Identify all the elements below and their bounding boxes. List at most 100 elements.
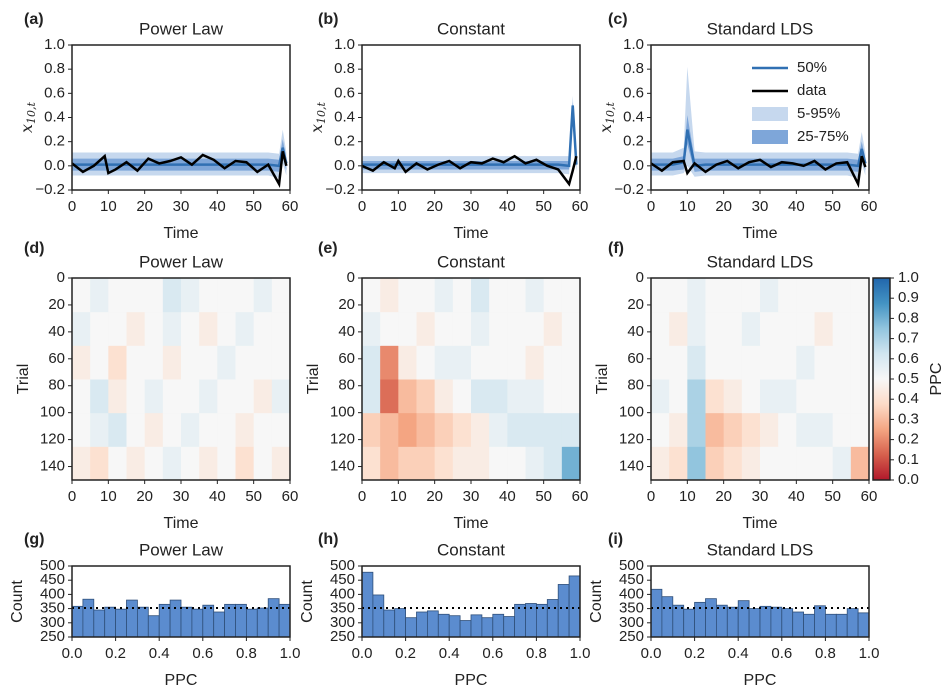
histogram-bar	[372, 594, 385, 637]
x-tick-label: 10	[390, 198, 407, 215]
heatmap-cell	[796, 446, 815, 480]
legend-label: 5-95%	[797, 105, 840, 122]
heatmap-cell	[687, 311, 706, 346]
x-tick-label: 30	[463, 488, 480, 505]
panel-title: Power Law	[139, 540, 224, 559]
y-tick-label: 20	[338, 296, 355, 313]
heatmap-cell	[253, 412, 273, 447]
y-axis-label: Count	[299, 580, 316, 623]
x-axis-label: Time	[743, 515, 778, 532]
heatmap-cell	[760, 412, 779, 447]
heatmap-cell	[380, 446, 399, 480]
heatmap-cell	[705, 278, 725, 313]
legend-swatch	[752, 130, 788, 144]
x-tick-label: 0.8	[236, 645, 257, 662]
x-tick-label: 20	[715, 488, 732, 505]
heatmap-cell	[72, 278, 91, 313]
histogram-bar	[716, 604, 728, 637]
heatmap-cell	[669, 278, 688, 313]
histogram-bar	[803, 613, 815, 637]
heatmap-cell	[217, 278, 236, 313]
y-tick-label: 0.6	[334, 84, 355, 101]
histogram-bar	[191, 608, 204, 637]
x-tick-label: 0.6	[482, 645, 503, 662]
histogram-bar	[82, 598, 95, 637]
histogram-bar	[514, 603, 526, 637]
y-tick-label: −0.2	[614, 181, 644, 198]
y-tick-label: 40	[338, 323, 355, 340]
plot-area	[362, 571, 580, 637]
heatmap-cell	[561, 311, 580, 346]
plot-area	[651, 66, 867, 189]
heatmap-cell	[144, 412, 164, 447]
heatmap-cell	[72, 412, 91, 447]
heatmap-cell	[651, 446, 670, 480]
plot-area	[72, 278, 290, 480]
x-tick-label: 0.0	[352, 645, 373, 662]
x-tick-label: 0.4	[149, 645, 170, 662]
x-tick-label: 0.4	[728, 645, 749, 662]
x-tick-label: 40	[209, 488, 226, 505]
y-tick-label: 40	[627, 323, 644, 340]
heatmap-cell	[471, 379, 490, 414]
y-tick-label: 400	[619, 585, 644, 602]
axes-frame	[71, 565, 291, 638]
heatmap-cell	[561, 379, 580, 414]
histogram-bar	[448, 615, 461, 637]
x-tick-label: 0.0	[641, 645, 662, 662]
colorbar-tick-label: 1.0	[898, 269, 919, 286]
y-tick-label: −0.2	[325, 181, 355, 198]
heatmap-cell	[416, 379, 436, 414]
x-tick-label: 50	[245, 198, 262, 215]
heatmap-cell	[416, 311, 436, 346]
histogram-bar	[126, 599, 138, 637]
heatmap-cell	[705, 345, 725, 380]
colorbar-tick-label: 0.0	[898, 471, 919, 488]
y-tick-label: 100	[330, 404, 355, 421]
y-tick-label: 60	[627, 350, 644, 367]
heatmap-cell	[126, 412, 146, 447]
heatmap-cell	[471, 311, 490, 346]
heatmap-cell	[144, 345, 164, 380]
heatmap-cell	[651, 379, 670, 414]
heatmap-cell	[72, 379, 91, 414]
histogram-bar	[158, 603, 171, 637]
y-tick-label: 0.2	[44, 133, 65, 150]
x-axis-label: Time	[454, 225, 489, 242]
histogram-bar	[256, 607, 269, 637]
heatmap-cell	[452, 278, 472, 313]
colorbar-tick-label: 0.3	[898, 410, 919, 427]
heatmap-cell	[814, 379, 834, 414]
heatmap-cell	[235, 446, 255, 480]
y-axis-label: x10,t	[307, 101, 329, 133]
x-tick-label: 30	[463, 198, 480, 215]
heatmap-cell	[144, 446, 164, 480]
x-tick-label: 0	[358, 198, 366, 215]
heatmap-cell	[687, 379, 706, 414]
heatmap-cell	[525, 446, 545, 480]
y-tick-label: 120	[40, 431, 65, 448]
heatmap-cell	[235, 412, 255, 447]
heatmap-cell	[398, 311, 417, 346]
y-axis-label-base: x	[307, 124, 326, 133]
histogram-bar	[814, 605, 826, 637]
heatmap-cell	[434, 278, 454, 313]
heatmap-cell	[850, 278, 869, 313]
plot-area	[651, 588, 869, 637]
y-tick-label: 350	[330, 600, 355, 617]
heatmap-cell	[72, 311, 91, 346]
heatmap-cell	[144, 278, 164, 313]
heatmap-cell	[398, 379, 417, 414]
y-tick-label: 140	[40, 458, 65, 475]
heatmap-cell	[380, 379, 399, 414]
y-tick-label: 300	[619, 614, 644, 631]
heatmap-cell	[108, 345, 127, 380]
heatmap-cell	[543, 412, 563, 447]
histogram-bar	[213, 611, 225, 637]
heatmap-cell	[489, 379, 508, 414]
plot-area	[72, 598, 290, 637]
x-tick-label: 10	[679, 488, 696, 505]
panel-title: Constant	[437, 19, 505, 38]
heatmap-cell	[235, 379, 255, 414]
heatmap-cell	[271, 412, 290, 447]
